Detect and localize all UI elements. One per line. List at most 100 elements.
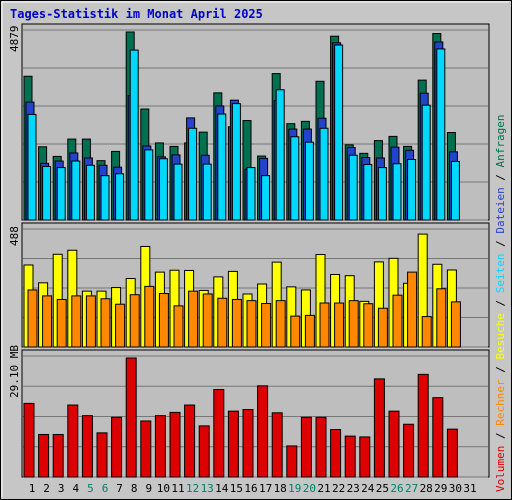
- visits-bar-rechner-day-13: [202, 293, 213, 348]
- volume-bar-volumen-day-6: [96, 432, 108, 478]
- visits-bar-rechner-day-10: [158, 293, 169, 348]
- volume-bar-volumen-day-11: [169, 411, 181, 478]
- volume-panel: 29.10 MB: [8, 345, 490, 478]
- volume-bar-volumen-day-3: [52, 433, 64, 478]
- x-tick-label-day-1: 1: [29, 482, 36, 495]
- side-legend-part-0: Volumen: [494, 446, 507, 492]
- volume-bar-volumen-day-15: [227, 410, 239, 478]
- volume-bar-volumen-day-7: [111, 416, 123, 478]
- volume-bar-volumen-day-24: [359, 436, 371, 478]
- visits-bar-rechner-day-18: [275, 300, 286, 348]
- requests-bar-seiten-day-1: [27, 113, 37, 221]
- volume-bar-volumen-day-25: [373, 378, 385, 478]
- requests-bar-seiten-day-27: [407, 159, 417, 221]
- visits-bar-rechner-day-27: [407, 271, 418, 348]
- requests-bar-seiten-day-3: [56, 167, 66, 221]
- requests-bar-seiten-day-24: [363, 164, 373, 221]
- volume-bar-volumen-day-21: [315, 416, 327, 478]
- x-tick-label-day-16: 16: [244, 482, 257, 495]
- side-legend-part-10: Anfragen: [494, 114, 507, 167]
- x-tick-label-day-2: 2: [43, 482, 50, 495]
- visits-bar-rechner-day-3: [56, 298, 67, 348]
- x-tick-label-day-22: 22: [332, 482, 345, 495]
- x-tick-label-day-29: 29: [434, 482, 447, 495]
- volume-bar-volumen-day-22: [330, 429, 342, 478]
- side-legend-part-7: /: [494, 234, 507, 254]
- volume-bar-volumen-day-8: [125, 357, 137, 478]
- visits-bar-rechner-day-17: [261, 303, 272, 348]
- requests-bar-seiten-day-12: [188, 127, 198, 221]
- requests-bar-seiten-day-11: [173, 163, 183, 221]
- x-tick-label-day-31: 31: [463, 482, 476, 495]
- visits-bar-rechner-day-24: [363, 303, 374, 348]
- x-tick-label-day-24: 24: [361, 482, 375, 495]
- visits-panel: 488: [8, 222, 490, 348]
- x-tick-label-day-11: 11: [171, 482, 184, 495]
- x-tick-label-day-21: 21: [317, 482, 330, 495]
- visits-bar-rechner-day-28: [421, 316, 432, 348]
- requests-bar-seiten-day-2: [42, 165, 52, 221]
- requests-bar-seiten-day-21: [319, 127, 329, 221]
- volume-bar-volumen-day-12: [184, 404, 196, 478]
- volume-bar-volumen-day-19: [286, 445, 298, 478]
- requests-bar-seiten-day-19: [290, 136, 300, 221]
- x-tick-label-day-5: 5: [87, 482, 94, 495]
- visits-bars: [23, 233, 461, 348]
- volume-bar-volumen-day-5: [81, 415, 93, 478]
- x-tick-label-day-27: 27: [405, 482, 418, 495]
- volume-bar-volumen-day-18: [271, 412, 283, 478]
- requests-bar-seiten-day-16: [246, 167, 256, 221]
- visits-bar-rechner-day-22: [334, 302, 345, 348]
- requests-bar-seiten-day-28: [421, 104, 431, 221]
- volume-bar-volumen-day-30: [446, 428, 458, 478]
- volume-bar-volumen-day-4: [67, 404, 79, 478]
- requests-bar-seiten-day-5: [85, 164, 95, 221]
- volume-bar-volumen-day-16: [242, 409, 254, 478]
- requests-bar-seiten-day-7: [115, 173, 125, 221]
- requests-bar-seiten-day-10: [158, 158, 168, 221]
- requests-bar-seiten-day-22: [334, 44, 344, 221]
- volume-bar-volumen-day-14: [213, 388, 225, 478]
- requests-y-max-label: 4879: [8, 26, 21, 53]
- visits-bar-rechner-day-19: [290, 315, 301, 348]
- x-tick-label-day-26: 26: [390, 482, 403, 495]
- requests-bar-seiten-day-26: [392, 163, 402, 221]
- x-tick-label-day-12: 12: [186, 482, 199, 495]
- visits-bar-rechner-day-5: [85, 295, 96, 348]
- volume-bar-volumen-day-17: [257, 385, 269, 478]
- visits-bar-rechner-day-20: [304, 314, 315, 348]
- visits-bar-rechner-day-9: [144, 285, 155, 348]
- volume-bar-volumen-day-10: [154, 415, 166, 478]
- x-tick-label-day-18: 18: [274, 482, 287, 495]
- x-tick-label-day-25: 25: [376, 482, 389, 495]
- requests-bar-seiten-day-4: [71, 160, 81, 221]
- requests-panel: 4879: [8, 23, 490, 221]
- requests-bar-seiten-day-13: [202, 163, 212, 221]
- visits-bar-rechner-day-16: [246, 300, 257, 348]
- x-tick-label-day-19: 19: [288, 482, 301, 495]
- x-tick-label-day-14: 14: [215, 482, 229, 495]
- volume-bar-volumen-day-9: [140, 420, 152, 478]
- requests-bar-seiten-day-23: [348, 154, 358, 221]
- x-axis-labels: 1 2 3 4 5 6 7 8 9 10 11 12 13 14 15 16 17 18 19 20 21 22 23 24 2…: [29, 482, 477, 495]
- chart-title: Tages-Statistik im Monat April 2025: [10, 7, 263, 21]
- volume-bar-volumen-day-1: [23, 402, 35, 478]
- visits-bar-rechner-day-8: [129, 294, 140, 348]
- requests-bar-seiten-day-8: [129, 49, 139, 221]
- visits-bar-rechner-day-30: [450, 301, 461, 348]
- visits-bar-rechner-day-1: [27, 289, 38, 348]
- side-legend-part-6: Seiten: [494, 254, 507, 294]
- x-tick-label-day-7: 7: [116, 482, 123, 495]
- side-legend-part-9: /: [494, 167, 507, 187]
- volume-bars: [23, 357, 458, 478]
- requests-bar-seiten-day-18: [275, 89, 285, 221]
- requests-bar-seiten-day-30: [450, 160, 460, 221]
- visits-bar-rechner-day-15: [231, 298, 242, 348]
- side-legend: Volumen / Rechner / Besuche / Seiten / D…: [494, 114, 507, 492]
- volume-y-max-label: 29.10 MB: [8, 345, 21, 398]
- volume-bar-volumen-day-29: [432, 397, 444, 478]
- visits-bar-rechner-day-21: [319, 302, 330, 348]
- x-tick-label-day-20: 20: [303, 482, 316, 495]
- volume-bar-volumen-day-2: [38, 433, 50, 478]
- volume-bar-volumen-day-28: [417, 373, 429, 478]
